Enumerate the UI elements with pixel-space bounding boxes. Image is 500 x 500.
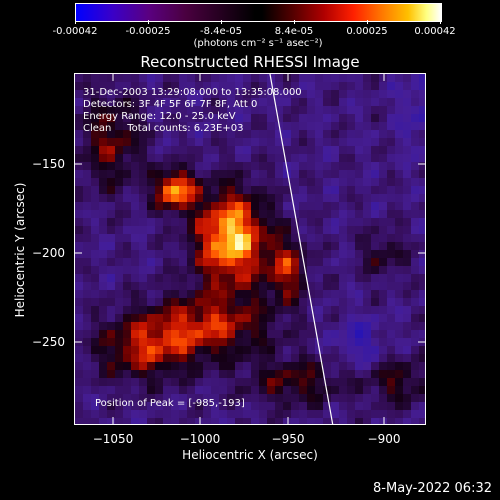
colorbar-tickmark (440, 20, 441, 24)
colorbar (75, 3, 442, 22)
colorbar-tick-label: 0.00025 (346, 26, 388, 37)
y-tick-label: −250 (32, 335, 65, 349)
image-pixels (75, 74, 425, 424)
info-detectors: Detectors: 3F 4F 5F 6F 7F 8F, Att 0 (83, 99, 258, 110)
image-panel: 31-Dec-2003 13:29:08.000 to 13:35:08.000… (74, 73, 426, 425)
info-time-range: 31-Dec-2003 13:29:08.000 to 13:35:08.000 (83, 87, 302, 98)
colorbar-tickmark (294, 20, 295, 24)
colorbar-tick-label: 8.4e-05 (274, 26, 314, 37)
colorbar-tick-label: 0.00042 (414, 26, 456, 37)
x-tick-label: −1050 (92, 432, 134, 446)
plot-title: Reconstructed RHESSI Image (140, 53, 360, 71)
colorbar-tickmark (148, 20, 149, 24)
x-axis-label: Heliocentric X (arcsec) (182, 448, 318, 462)
colorbar-tick-label: -0.00025 (125, 26, 171, 37)
x-tick-label: −1000 (179, 432, 221, 446)
y-axis-label: Heliocentric Y (arcsec) (13, 182, 27, 318)
colorbar-tick-label: -0.00042 (52, 26, 98, 37)
colorbar-tickmark (221, 20, 222, 24)
colorbar-units: (photons cm⁻² s⁻¹ asec⁻²) (193, 38, 323, 49)
info-clean-counts: Clean Total counts: 6.23E+03 (83, 123, 244, 134)
colorbar-tickmark (75, 20, 76, 24)
colorbar-tick-label: -8.4e-05 (200, 26, 242, 37)
limb-line (269, 74, 334, 424)
x-tick-label: −950 (271, 432, 305, 446)
rhessi-image (75, 74, 425, 424)
info-energy-range: Energy Range: 12.0 - 25.0 keV (83, 111, 236, 122)
x-tick-label: −900 (367, 432, 401, 446)
y-tick-label: −150 (32, 157, 65, 171)
info-peak-position: Position of Peak = [-985,-193] (95, 398, 245, 409)
y-tick-label: −200 (32, 246, 65, 260)
colorbar-tickmark (367, 20, 368, 24)
plot-timestamp: 8-May-2022 06:32 (373, 481, 492, 496)
